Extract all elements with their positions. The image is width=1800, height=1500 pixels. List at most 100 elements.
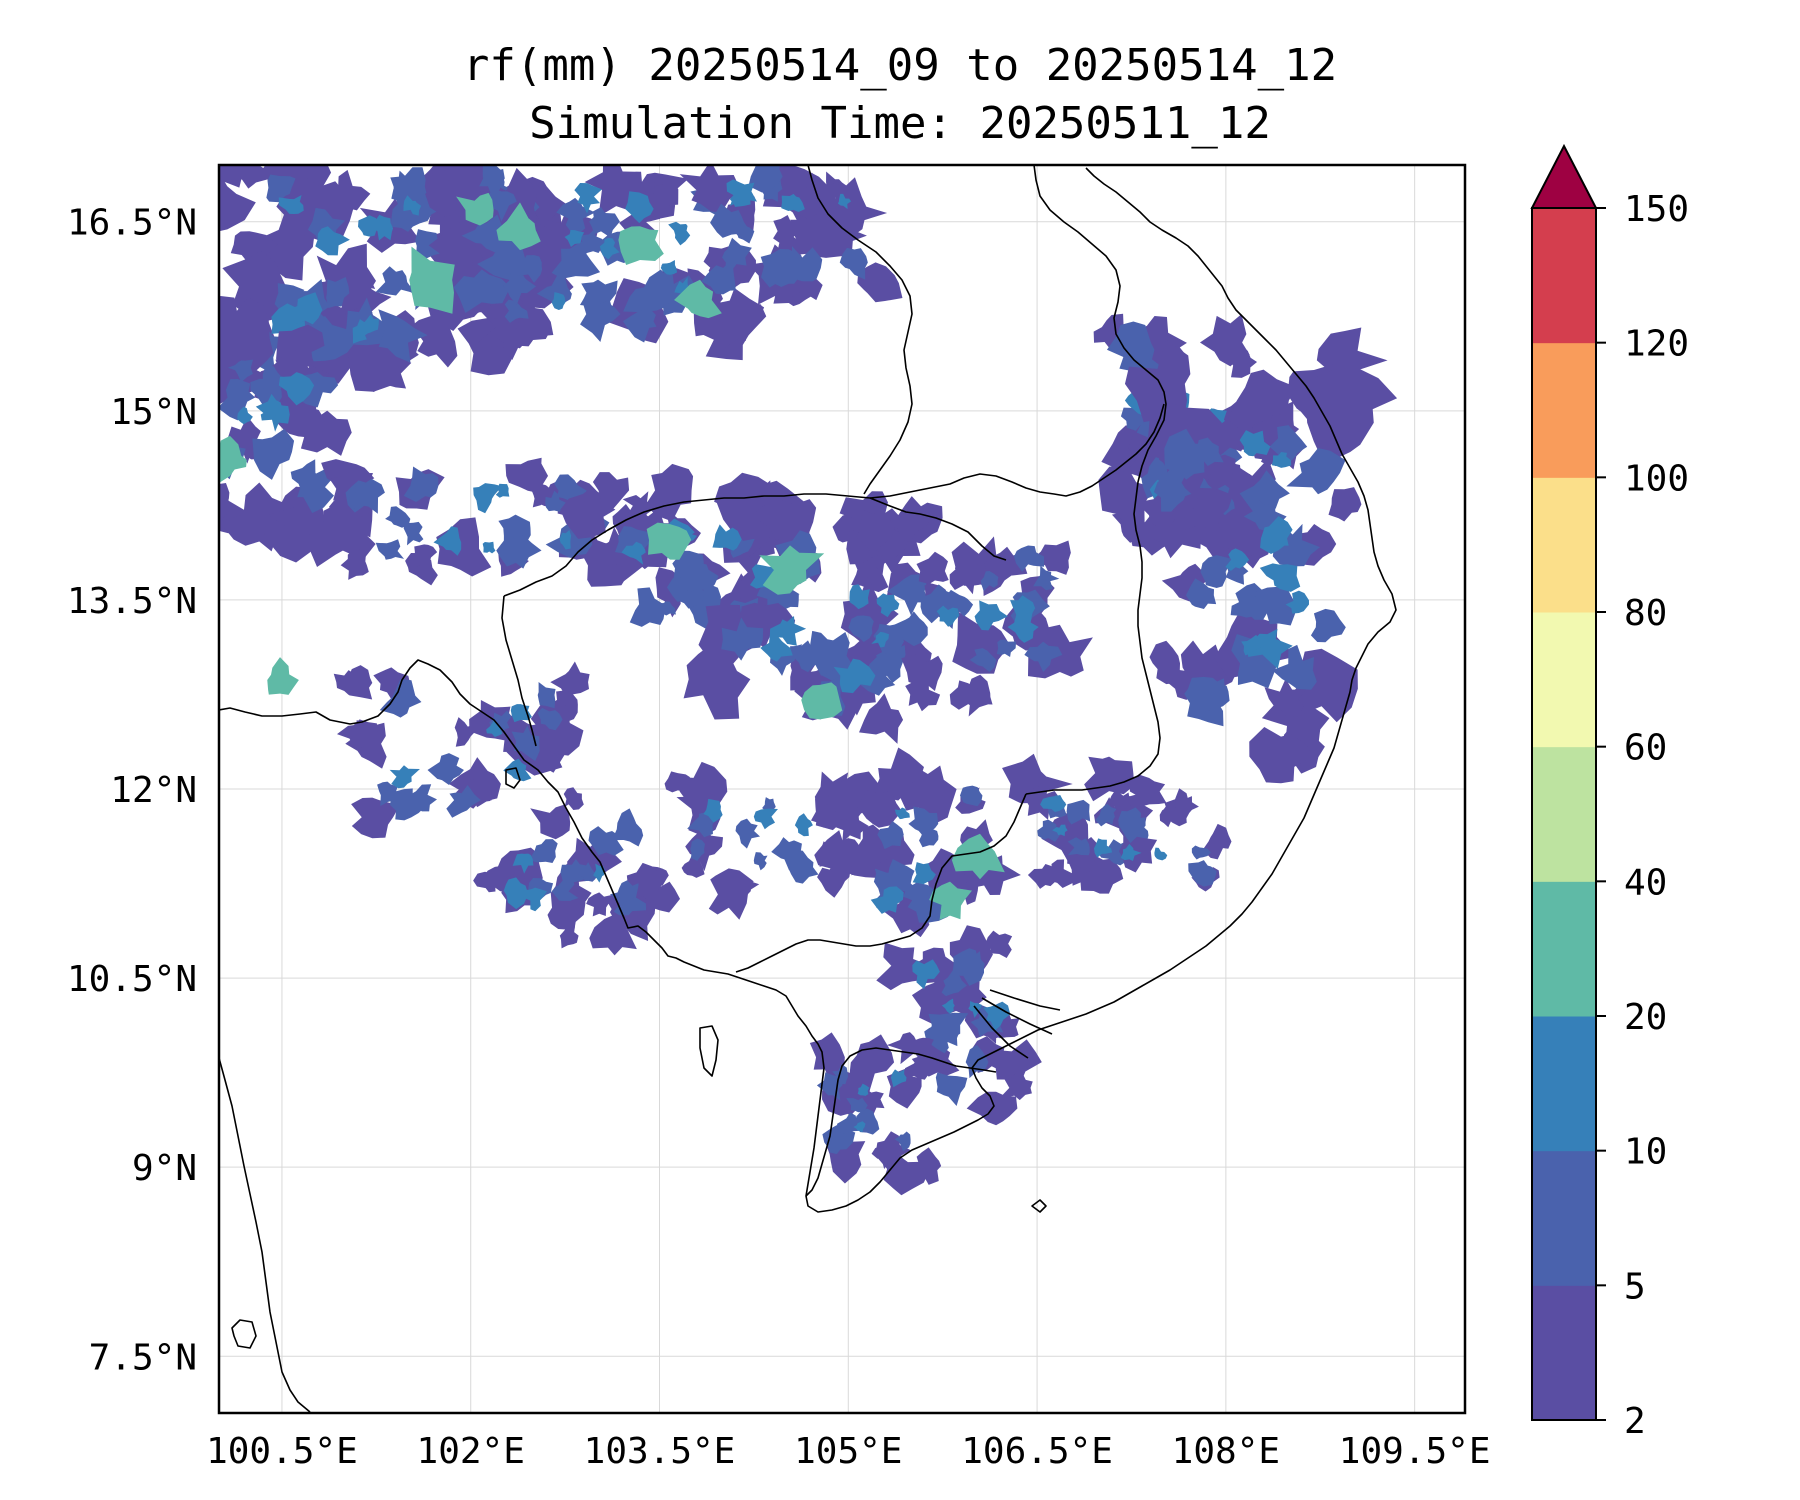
rain-patch — [753, 852, 768, 871]
rain-patch — [760, 635, 793, 662]
rain-patch — [1033, 565, 1060, 591]
border-laos-cambodia — [869, 403, 1165, 499]
rain-core — [496, 202, 541, 251]
rain-patch — [623, 269, 672, 313]
rain-patch — [473, 483, 502, 514]
rain-patch — [690, 838, 705, 861]
rain-patch — [537, 707, 563, 731]
rain-patch — [1040, 795, 1067, 813]
chart-title-line-2: Simulation Time: 20250511_12 — [529, 98, 1271, 149]
lon-tick-label: 109.5°E — [1339, 1431, 1491, 1472]
rain-patch — [726, 179, 757, 206]
rain-patch — [454, 717, 476, 747]
rain-patch — [1106, 321, 1155, 372]
colorbar-segment — [1532, 1150, 1596, 1286]
map-axes: 100.5°E 102°E 103.5°E 105°E 106.5°E 108°E 109.… — [67, 203, 1491, 1472]
rain-patch — [1172, 796, 1199, 820]
rain-patch — [773, 214, 803, 244]
rain-patch — [1185, 578, 1217, 610]
rain-patch — [252, 428, 295, 480]
rain-patch — [1310, 608, 1346, 643]
rain-patch — [482, 541, 496, 554]
rain-patch — [900, 776, 946, 816]
rain-patch — [589, 207, 620, 238]
rain-patch — [486, 719, 503, 737]
rain-patch — [1052, 824, 1068, 837]
chart-title-line-1: rf(mm) 20250514_09 to 20250514_12 — [462, 40, 1338, 91]
rain-patch — [344, 665, 373, 700]
rain-patch — [930, 1018, 961, 1047]
rain-patch — [504, 299, 529, 323]
island-phu-quoc — [699, 1025, 719, 1077]
rain-patch — [219, 171, 256, 232]
rain-patch — [461, 214, 505, 253]
rain-patch — [336, 719, 378, 749]
rain-patch — [839, 247, 868, 280]
rain-core — [759, 545, 825, 595]
rain-patch — [857, 1083, 870, 1096]
rain-patch — [894, 807, 910, 820]
rain-patch — [1128, 431, 1168, 481]
rain-patch — [522, 887, 547, 912]
rain-patch — [503, 272, 537, 305]
rain-patch — [894, 1131, 911, 1152]
colorbar-segment — [1532, 477, 1596, 613]
rain-patch — [278, 372, 315, 406]
rain-patch — [255, 393, 283, 417]
rain-patch — [545, 490, 567, 512]
rain-patch — [1154, 847, 1168, 861]
rain-patch — [870, 886, 904, 914]
rain-patch — [551, 292, 566, 310]
rain-patch — [1066, 799, 1091, 825]
rain-patch — [735, 818, 761, 849]
rain-patch — [860, 790, 903, 828]
rain-patch — [888, 508, 929, 543]
rain-patch — [528, 839, 558, 863]
rain-patch — [1153, 478, 1187, 512]
rain-patch — [1230, 588, 1263, 618]
rain-patch — [1227, 369, 1297, 435]
rain-patch — [361, 314, 379, 334]
rain-patch — [846, 1097, 868, 1113]
rain-patch — [998, 1067, 1033, 1101]
colorbar-tick-label: 20 — [1624, 997, 1667, 1038]
rain-patch — [375, 214, 394, 241]
colorbar-tick-label: 120 — [1624, 324, 1689, 365]
rain-patch — [1239, 430, 1271, 457]
colorbar-tick-label: 80 — [1624, 593, 1667, 634]
colorbar-tick-label: 100 — [1624, 458, 1689, 499]
rain-patch — [774, 499, 817, 542]
rain-patch — [912, 959, 940, 990]
rain-patch — [1159, 801, 1181, 828]
rain-patch — [403, 466, 439, 502]
coastlines-and-borders — [219, 165, 1397, 1413]
colorbar-tick-label: 150 — [1624, 189, 1689, 230]
rain-patch — [385, 506, 411, 528]
rain-patch — [1031, 540, 1071, 575]
rain-patch — [1187, 676, 1230, 712]
rain-patch — [832, 806, 869, 843]
rain-patch — [278, 195, 304, 214]
rain-patch — [1260, 516, 1293, 554]
rain-patch — [1084, 756, 1135, 802]
rain-patch — [559, 529, 572, 550]
rain-patch — [412, 314, 458, 368]
lat-tick-label: 7.5°N — [89, 1337, 197, 1378]
rain-patch — [537, 682, 556, 709]
rain-patch — [403, 521, 424, 546]
rain-patch — [599, 237, 620, 260]
island-west — [231, 1319, 257, 1349]
rain-patch — [959, 785, 983, 807]
rain-core — [674, 279, 722, 319]
rain-patch — [551, 237, 601, 279]
rain-patch — [389, 765, 420, 789]
rain-patch — [496, 535, 542, 569]
rain-patch — [679, 165, 741, 213]
rain-patch — [753, 808, 778, 830]
rain-patch — [1118, 810, 1146, 844]
rain-patch — [510, 704, 532, 723]
rain-patch — [855, 510, 895, 554]
rain-core — [801, 682, 843, 720]
rain-core — [646, 522, 692, 560]
rain-patch — [1164, 428, 1212, 480]
